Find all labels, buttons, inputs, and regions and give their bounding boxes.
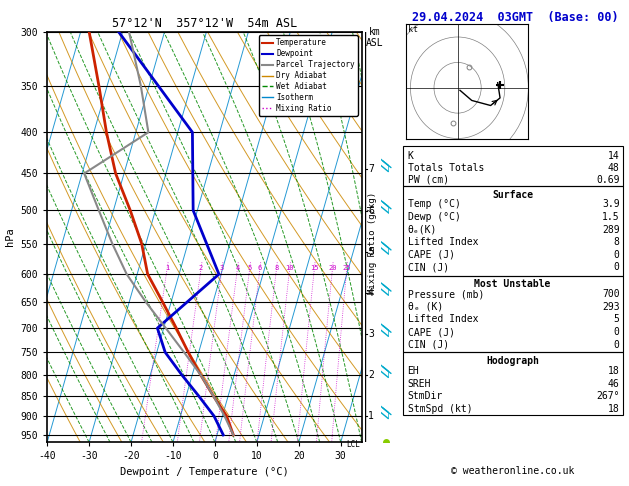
Text: Lifted Index: Lifted Index [408, 237, 478, 247]
Text: CIN (J): CIN (J) [408, 262, 448, 273]
Text: 700: 700 [602, 289, 620, 299]
Y-axis label: hPa: hPa [5, 227, 15, 246]
Text: CIN (J): CIN (J) [408, 340, 448, 350]
Text: km
ASL: km ASL [365, 27, 383, 48]
Text: 6: 6 [368, 206, 374, 215]
Text: Totals Totals: Totals Totals [408, 163, 484, 173]
Text: 46: 46 [608, 379, 620, 389]
Text: Most Unstable: Most Unstable [474, 279, 551, 290]
Text: 0.69: 0.69 [596, 175, 620, 185]
Text: 4: 4 [368, 288, 374, 298]
Text: 25: 25 [343, 265, 351, 271]
Text: LCL: LCL [347, 440, 360, 449]
Text: 29.04.2024  03GMT  (Base: 00): 29.04.2024 03GMT (Base: 00) [413, 11, 619, 24]
Text: StmSpd (kt): StmSpd (kt) [408, 404, 472, 414]
Text: 3: 3 [220, 265, 224, 271]
Text: 5: 5 [614, 314, 620, 325]
Text: CAPE (J): CAPE (J) [408, 250, 455, 260]
Text: θₑ(K): θₑ(K) [408, 225, 437, 235]
Text: StmDir: StmDir [408, 391, 443, 401]
Text: 20: 20 [328, 265, 337, 271]
Text: 18: 18 [608, 366, 620, 376]
Legend: Temperature, Dewpoint, Parcel Trajectory, Dry Adiabat, Wet Adiabat, Isotherm, Mi: Temperature, Dewpoint, Parcel Trajectory… [259, 35, 358, 116]
Text: 267°: 267° [596, 391, 620, 401]
Text: 3: 3 [368, 329, 374, 339]
Text: 293: 293 [602, 302, 620, 312]
Text: 0: 0 [614, 340, 620, 350]
Text: Lifted Index: Lifted Index [408, 314, 478, 325]
Text: PW (cm): PW (cm) [408, 175, 448, 185]
Text: Pressure (mb): Pressure (mb) [408, 289, 484, 299]
Title: 57°12'N  357°12'W  54m ASL: 57°12'N 357°12'W 54m ASL [112, 17, 297, 31]
Text: θₑ (K): θₑ (K) [408, 302, 443, 312]
Text: 15: 15 [310, 265, 319, 271]
Text: SREH: SREH [408, 379, 431, 389]
Text: 5: 5 [368, 247, 374, 257]
Text: EH: EH [408, 366, 420, 376]
Text: Hodograph: Hodograph [486, 356, 539, 366]
Text: 6: 6 [258, 265, 262, 271]
Text: © weatheronline.co.uk: © weatheronline.co.uk [451, 466, 574, 476]
Text: 8: 8 [614, 237, 620, 247]
Text: 1.5: 1.5 [602, 212, 620, 222]
Text: 2: 2 [368, 370, 374, 380]
Text: 18: 18 [608, 404, 620, 414]
Text: 0: 0 [614, 327, 620, 337]
Text: Surface: Surface [492, 190, 533, 200]
Text: kt: kt [408, 25, 418, 34]
Text: 0: 0 [614, 250, 620, 260]
Text: Mixing Ratio (g/kg): Mixing Ratio (g/kg) [369, 192, 377, 294]
Text: 0: 0 [614, 262, 620, 273]
Text: 7: 7 [368, 164, 374, 174]
Text: 289: 289 [602, 225, 620, 235]
Text: 10: 10 [286, 265, 294, 271]
Text: 2: 2 [199, 265, 203, 271]
Text: 5: 5 [248, 265, 252, 271]
Text: K: K [408, 151, 413, 161]
Text: 8: 8 [274, 265, 279, 271]
Text: 1: 1 [165, 265, 169, 271]
X-axis label: Dewpoint / Temperature (°C): Dewpoint / Temperature (°C) [120, 467, 289, 477]
Text: Dewp (°C): Dewp (°C) [408, 212, 460, 222]
Text: CAPE (J): CAPE (J) [408, 327, 455, 337]
Text: 4: 4 [235, 265, 240, 271]
Text: 1: 1 [368, 411, 374, 421]
Text: 48: 48 [608, 163, 620, 173]
Text: 14: 14 [608, 151, 620, 161]
Text: 3.9: 3.9 [602, 199, 620, 209]
Text: Temp (°C): Temp (°C) [408, 199, 460, 209]
